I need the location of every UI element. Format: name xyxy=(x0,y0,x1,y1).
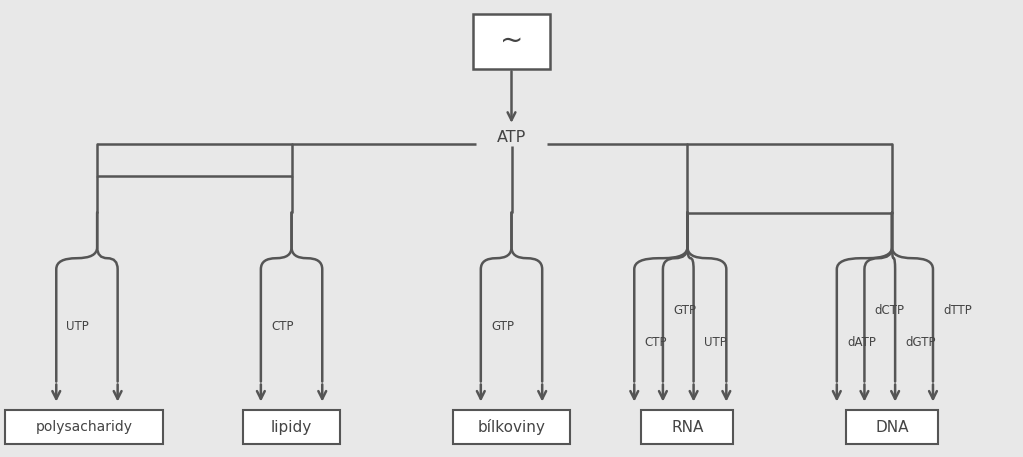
FancyBboxPatch shape xyxy=(641,410,733,444)
Text: GTP: GTP xyxy=(673,304,696,317)
Text: RNA: RNA xyxy=(671,420,704,435)
FancyBboxPatch shape xyxy=(473,14,550,69)
Text: ATP: ATP xyxy=(497,130,526,144)
Text: CTP: CTP xyxy=(644,336,667,349)
Text: bílkoviny: bílkoviny xyxy=(478,419,545,436)
FancyBboxPatch shape xyxy=(846,410,938,444)
Text: lipidy: lipidy xyxy=(271,420,312,435)
FancyBboxPatch shape xyxy=(452,410,571,444)
Text: DNA: DNA xyxy=(876,420,908,435)
Text: UTP: UTP xyxy=(66,320,89,333)
Text: CTP: CTP xyxy=(271,320,294,333)
Text: GTP: GTP xyxy=(491,320,514,333)
Text: UTP: UTP xyxy=(704,336,726,349)
Text: dCTP: dCTP xyxy=(875,304,904,317)
Text: ~: ~ xyxy=(500,27,523,55)
Text: dTTP: dTTP xyxy=(943,304,972,317)
Text: dATP: dATP xyxy=(847,336,876,349)
FancyBboxPatch shape xyxy=(243,410,340,444)
Text: dGTP: dGTP xyxy=(905,336,936,349)
FancyBboxPatch shape xyxy=(5,410,164,444)
Text: polysacharidy: polysacharidy xyxy=(36,420,132,434)
